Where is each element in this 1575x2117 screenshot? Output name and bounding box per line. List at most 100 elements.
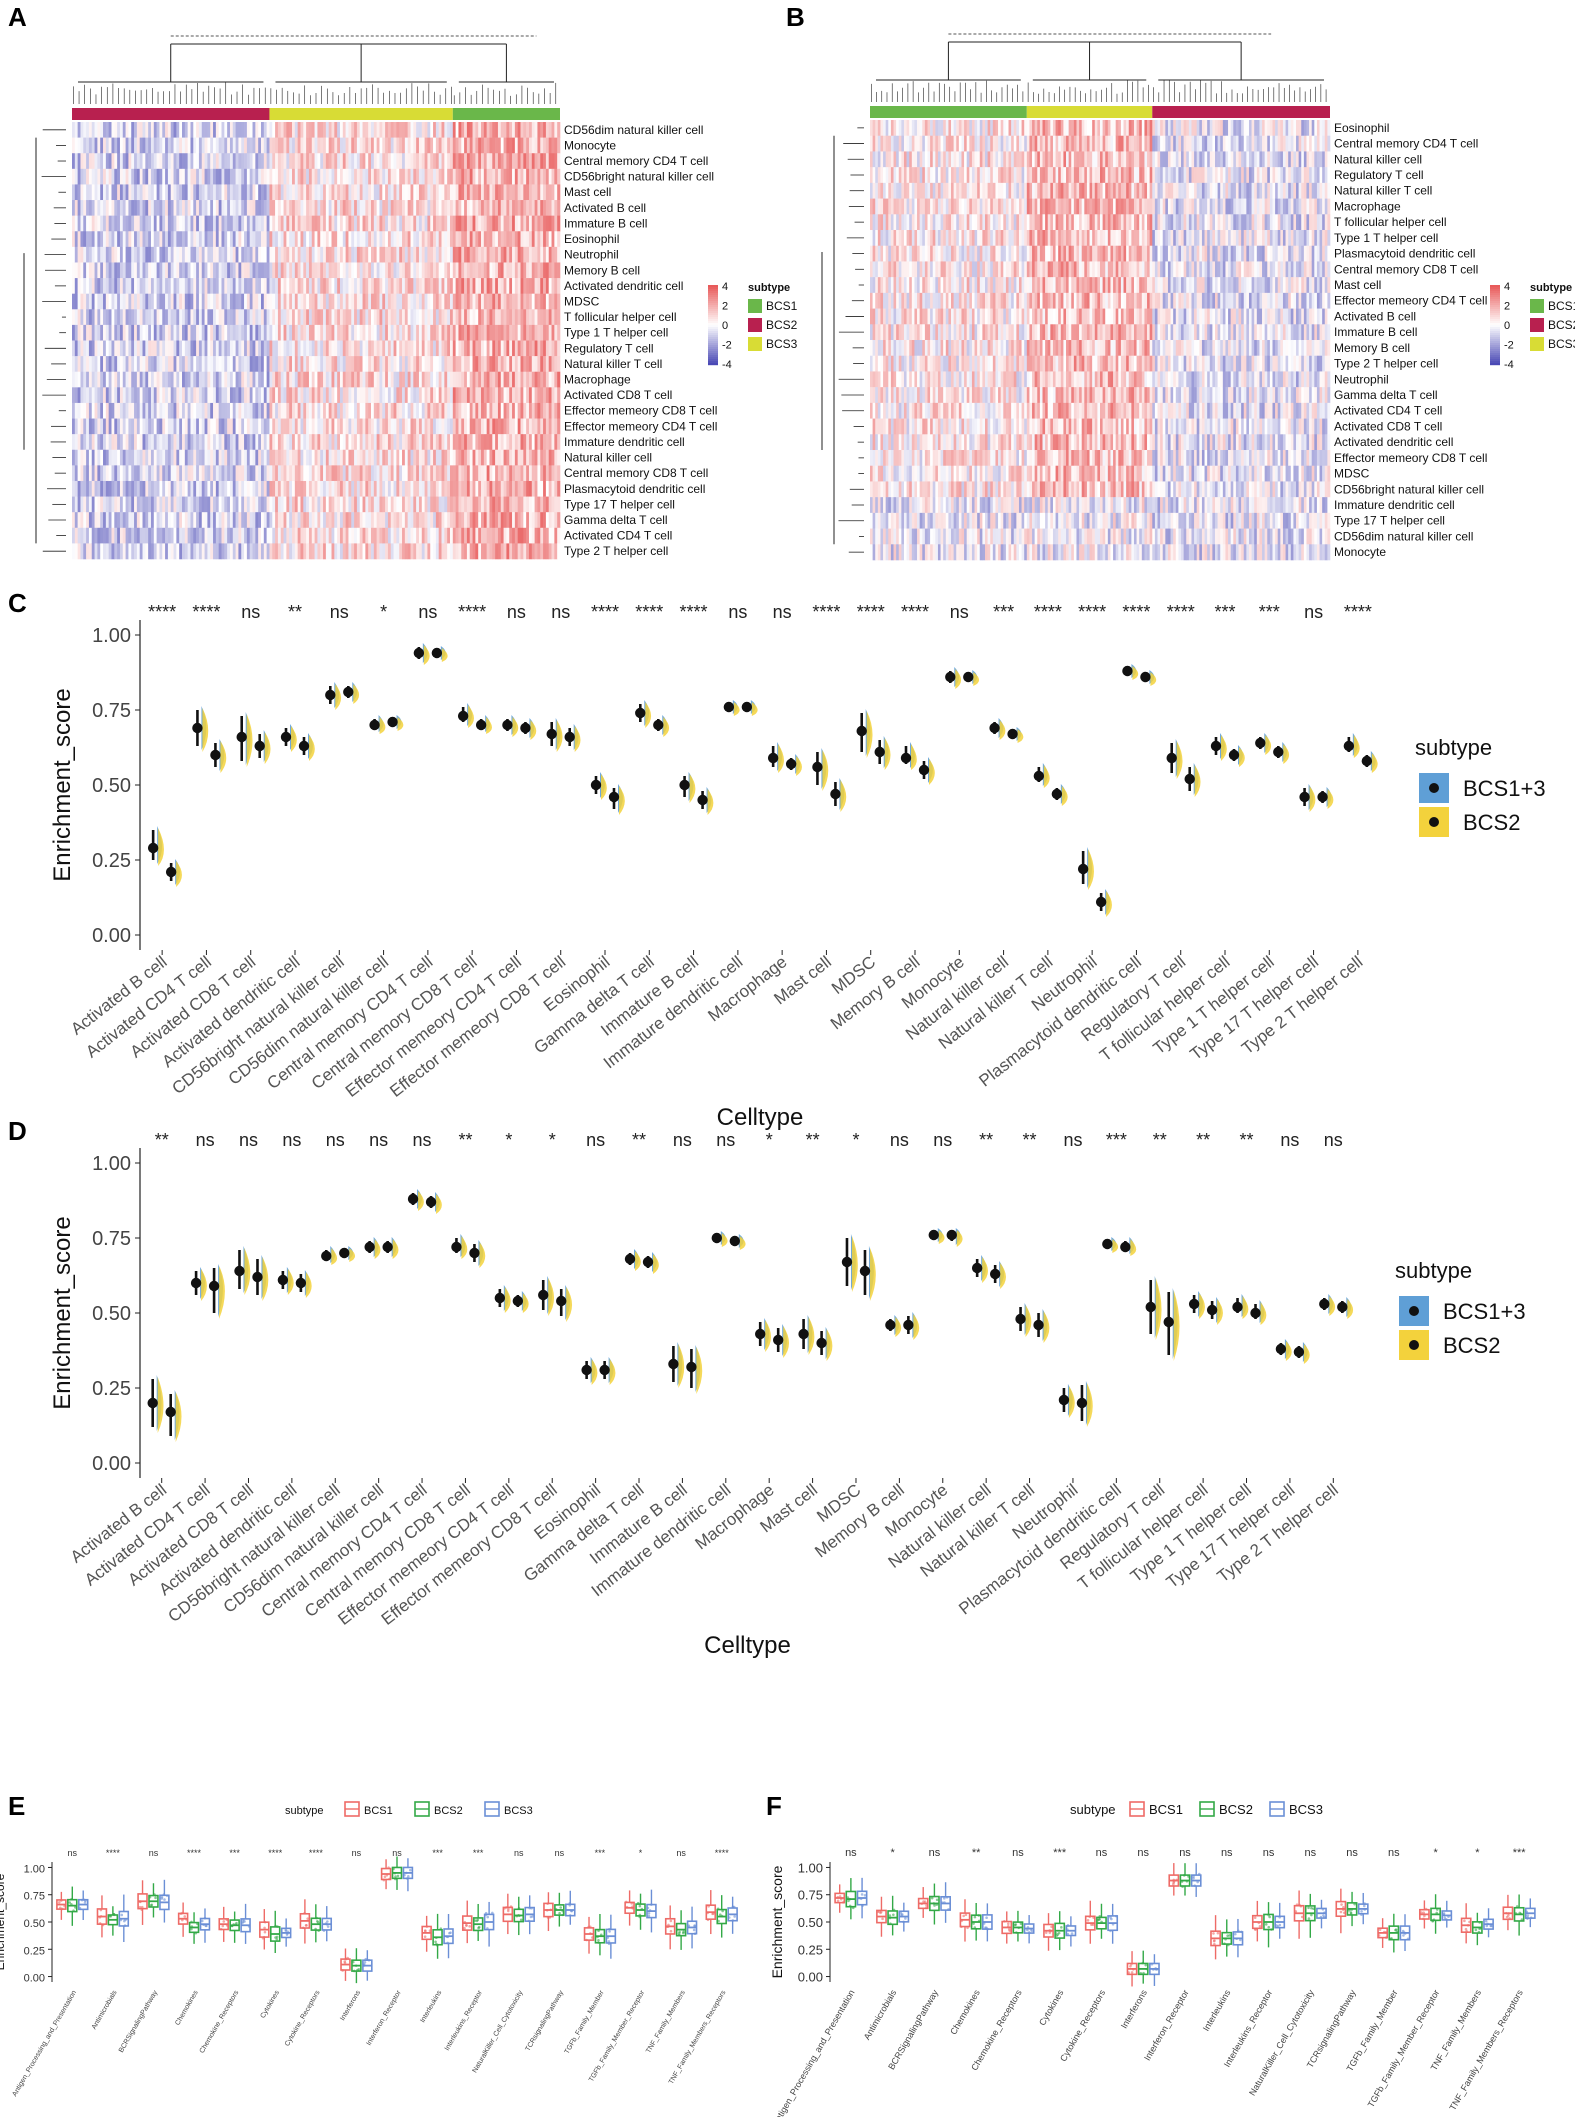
heatmap-cell [277, 418, 282, 435]
heatmap-cell [495, 480, 499, 497]
heatmap-cell [481, 122, 485, 138]
row-label: Activated B cell [564, 201, 646, 215]
heatmap-cell [351, 449, 355, 466]
heatmap-cell [153, 496, 157, 513]
heatmap-cell [512, 356, 516, 373]
heatmap-cell [540, 153, 544, 170]
heatmap-cell [486, 340, 490, 357]
heatmap-cell [103, 402, 107, 419]
heatmap-cell [190, 137, 194, 154]
heatmap-cell [238, 215, 242, 232]
heatmap-cell [300, 122, 304, 138]
heatmap-cell [368, 309, 372, 326]
heatmap-cell [162, 371, 166, 388]
heatmap-cell [404, 184, 408, 201]
heatmap-cell [83, 246, 87, 263]
heatmap-cell [464, 496, 468, 513]
heatmap-cell [221, 418, 225, 435]
heatmap-cell [83, 184, 87, 201]
heatmap-cell [390, 246, 394, 263]
heatmap-cell [252, 168, 256, 185]
heatmap-cell [528, 246, 533, 263]
heatmap-cell [173, 387, 177, 404]
heatmap-cell [156, 434, 160, 451]
heatmap-cell [263, 246, 267, 263]
heatmap-cell [74, 434, 78, 451]
heatmap-cell [492, 449, 496, 466]
heatmap-cell [342, 215, 346, 232]
heatmap-cell [221, 496, 225, 513]
heatmap-cell [540, 262, 544, 279]
heatmap-cell [371, 387, 375, 404]
heatmap-cell [232, 402, 236, 419]
heatmap-cell [331, 153, 335, 170]
heatmap-cell [159, 512, 163, 529]
heatmap-cell [134, 231, 138, 248]
heatmap-cell [283, 434, 287, 451]
heatmap-cell [444, 434, 448, 451]
heatmap-cell [139, 512, 143, 529]
heatmap-cell [272, 527, 276, 544]
heatmap-cell [306, 418, 310, 435]
heatmap-cell [449, 262, 454, 279]
heatmap-cell [342, 418, 346, 435]
heatmap-cell [215, 449, 219, 466]
heatmap-cell [551, 418, 555, 435]
heatmap-cell [461, 184, 465, 201]
heatmap-cell [128, 200, 132, 216]
heatmap-cell [526, 465, 530, 482]
heatmap-cell [145, 168, 149, 185]
heatmap-cell [464, 309, 468, 326]
heatmap-cell [198, 278, 203, 294]
heatmap-cell [376, 465, 380, 482]
heatmap-cell [176, 402, 180, 419]
heatmap-cell [252, 402, 256, 419]
heatmap-cell [503, 215, 507, 232]
heatmap-cell [540, 278, 544, 294]
heatmap-cell [523, 527, 527, 544]
heatmap-cell [385, 512, 389, 529]
heatmap-cell [368, 340, 372, 357]
heatmap-cell [249, 231, 253, 248]
heatmap-cell [320, 434, 324, 451]
heatmap-cell [435, 184, 440, 201]
heatmap-cell [393, 122, 397, 138]
heatmap-cell [385, 278, 389, 294]
heatmap-cell [224, 512, 228, 529]
heatmap-cell [545, 356, 550, 373]
heatmap-cell [153, 418, 157, 435]
heatmap-cell [77, 246, 81, 263]
heatmap-cell [125, 137, 129, 154]
heatmap-cell [139, 527, 143, 544]
heatmap-cell [300, 262, 304, 279]
heatmap-cell [351, 293, 355, 310]
heatmap-cell [492, 215, 496, 232]
heatmap-cell [119, 496, 124, 513]
heatmap-cell [170, 527, 174, 544]
heatmap-cell [277, 512, 282, 529]
heatmap-cell [292, 434, 296, 451]
heatmap-cell [204, 200, 208, 216]
heatmap-cell [134, 449, 138, 466]
heatmap-cell [94, 402, 98, 419]
heatmap-cell [517, 434, 521, 451]
heatmap-cell [387, 512, 392, 529]
heatmap-cell [407, 200, 411, 216]
heatmap-cell [458, 418, 462, 435]
heatmap-cell [531, 434, 535, 451]
heatmap-cell [435, 543, 440, 560]
heatmap-cell [311, 293, 315, 310]
heatmap-cell [399, 340, 403, 357]
heatmap-cell [475, 246, 479, 263]
heatmap-cell [74, 246, 78, 263]
heatmap-cell [263, 527, 267, 544]
heatmap-cell [311, 543, 315, 560]
heatmap-cell [475, 215, 479, 232]
heatmap-cell [339, 449, 344, 466]
heatmap-cell [142, 480, 146, 497]
heatmap-cell [514, 465, 518, 482]
heatmap-cell [424, 387, 428, 404]
heatmap-cell [173, 340, 177, 357]
heatmap-cell [509, 434, 513, 451]
heatmap-cell [503, 293, 507, 310]
